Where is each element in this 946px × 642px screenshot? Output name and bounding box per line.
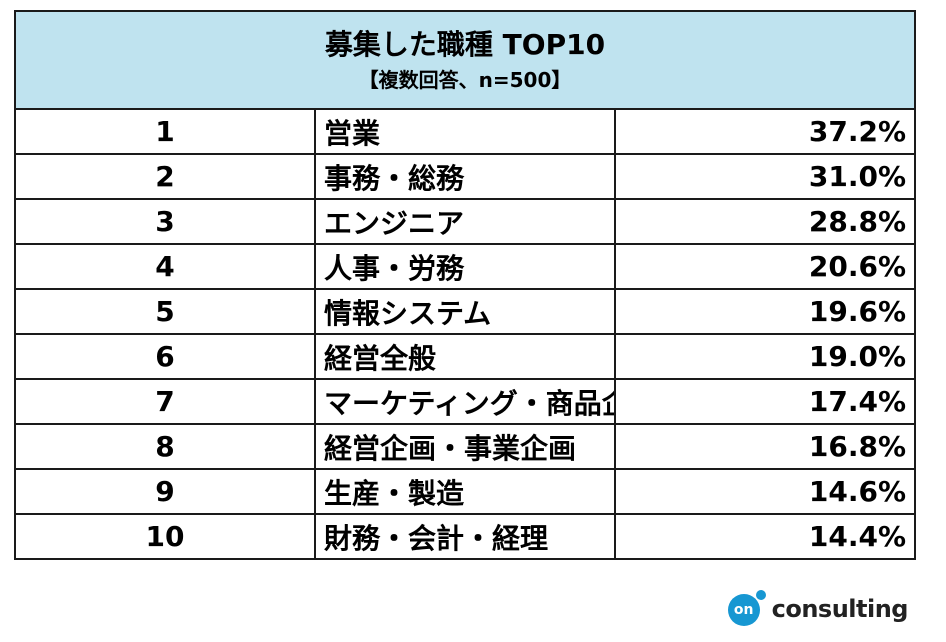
ranking-table: 募集した職種 TOP10 【複数回答、n=500】 1 営業 37.2% 2 事… [14,10,916,560]
header-cell: 募集した職種 TOP10 【複数回答、n=500】 [14,10,916,110]
job-cell: 人事・労務 [314,243,616,290]
job-cell: マーケティング・商品企画・広告宣伝 [314,378,616,425]
table-row: 3 エンジニア 28.8% [14,198,916,245]
table-row: 9 生産・製造 14.6% [14,468,916,515]
job-cell: 経営企画・事業企画 [314,423,616,470]
rank-cell: 1 [14,108,316,155]
job-cell: 財務・会計・経理 [314,513,616,560]
rank-cell: 5 [14,288,316,335]
logo-mark-icon: on [727,590,766,628]
table-row: 2 事務・総務 31.0% [14,153,916,200]
job-cell: 生産・製造 [314,468,616,515]
percent-cell: 17.4% [614,378,916,425]
table-row: 5 情報システム 19.6% [14,288,916,335]
rank-cell: 8 [14,423,316,470]
percent-cell: 14.4% [614,513,916,560]
rank-cell: 6 [14,333,316,380]
header-row: 募集した職種 TOP10 【複数回答、n=500】 [14,10,916,110]
rank-cell: 7 [14,378,316,425]
table-row: 4 人事・労務 20.6% [14,243,916,290]
table-row: 8 経営企画・事業企画 16.8% [14,423,916,470]
company-logo: on consulting [727,590,909,628]
table-row: 1 営業 37.2% [14,108,916,155]
percent-cell: 16.8% [614,423,916,470]
percent-cell: 37.2% [614,108,916,155]
percent-cell: 20.6% [614,243,916,290]
percent-cell: 19.0% [614,333,916,380]
job-cell: エンジニア [314,198,616,245]
job-cell: 営業 [314,108,616,155]
table-row: 7 マーケティング・商品企画・広告宣伝 17.4% [14,378,916,425]
rank-cell: 10 [14,513,316,560]
percent-cell: 14.6% [614,468,916,515]
job-cell: 経営全般 [314,333,616,380]
logo-dot [755,590,766,600]
rank-cell: 4 [14,243,316,290]
percent-cell: 19.6% [614,288,916,335]
table-row: 6 経営全般 19.0% [14,333,916,380]
percent-cell: 28.8% [614,198,916,245]
table-title: 募集した職種 TOP10 [324,28,606,61]
rank-cell: 2 [14,153,316,200]
percent-cell: 31.0% [614,153,916,200]
logo-circle: on [727,594,760,626]
table-row: 10 財務・会計・経理 14.4% [14,513,916,560]
rank-cell: 9 [14,468,316,515]
rank-cell: 3 [14,198,316,245]
table-subtitle: 【複数回答、n=500】 [358,68,572,92]
job-cell: 情報システム [314,288,616,335]
job-cell: 事務・総務 [314,153,616,200]
logo-text: consulting [771,595,909,623]
